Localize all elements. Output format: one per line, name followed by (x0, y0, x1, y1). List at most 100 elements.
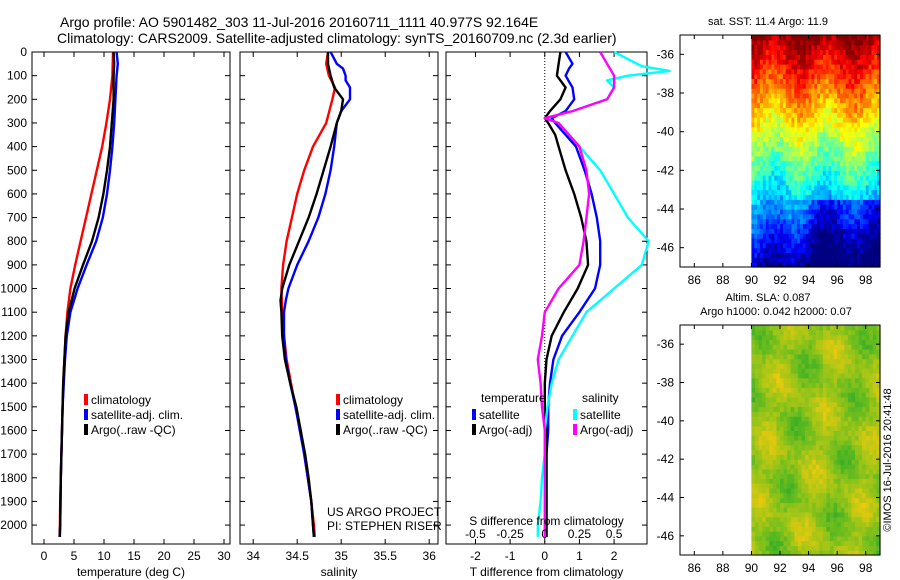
map-cell (862, 126, 867, 133)
map-cell (862, 550, 867, 556)
map-cell (794, 83, 798, 89)
map-cell (787, 363, 792, 369)
map-cell (777, 78, 781, 84)
map-cell (862, 492, 867, 499)
map-cell (854, 117, 858, 123)
map-cell (780, 35, 784, 41)
map-y-tick-label-42: -42 (657, 163, 675, 177)
map-cell (834, 97, 838, 104)
map-cell (857, 78, 861, 84)
map-cell (812, 416, 817, 422)
map-cell (876, 358, 881, 364)
map-cell (751, 420, 756, 427)
map-cell (874, 209, 878, 215)
map-cell (787, 334, 792, 340)
map-cell (822, 420, 828, 427)
map-cell (851, 64, 855, 70)
map-cell (858, 387, 863, 393)
map-cell (825, 175, 830, 181)
map-cell (805, 425, 810, 431)
map-cell (765, 440, 770, 446)
map-cell (777, 59, 781, 65)
map-cell (847, 358, 853, 364)
map-cell (872, 464, 878, 470)
map-cell (783, 392, 788, 398)
map-cell (831, 39, 835, 46)
map-cell (757, 223, 761, 229)
map-cell (834, 233, 838, 239)
map-cell (757, 213, 761, 220)
map-cell (757, 180, 761, 186)
map-cell (830, 516, 835, 523)
map-cell (828, 39, 833, 46)
map-cell (785, 68, 790, 75)
legend-swatch-satellite-adj-clim (336, 409, 340, 420)
map-cell (751, 252, 755, 258)
map-cell (837, 247, 841, 254)
map-cell (830, 368, 835, 374)
map-cell (865, 218, 870, 225)
map-cell (768, 209, 773, 215)
map-cell (865, 535, 870, 542)
map-cell (754, 228, 758, 234)
map-cell (771, 112, 775, 118)
map-cell (845, 88, 850, 94)
map-cell (837, 411, 842, 417)
map-cell (822, 257, 827, 263)
map-cell (794, 146, 798, 152)
map-cell (780, 68, 784, 75)
map-cell (751, 35, 755, 41)
map-cell (854, 233, 858, 239)
map-cell (797, 180, 801, 186)
map-cell (771, 247, 775, 254)
map-cell (760, 160, 764, 167)
map-cell (760, 39, 764, 46)
map-cell (834, 122, 838, 128)
map-cell (808, 151, 813, 157)
map-cell (762, 511, 767, 518)
map-cell (819, 511, 824, 518)
map-cell (811, 233, 815, 239)
map-cell (808, 516, 813, 523)
map-cell (797, 73, 801, 80)
map-cell (825, 213, 830, 220)
map-cell (758, 372, 763, 379)
map-cell (874, 233, 878, 239)
map-cell (837, 526, 842, 532)
map-cell (830, 425, 835, 431)
map-cell (848, 228, 853, 234)
x-tick-label-1: 1 (576, 549, 583, 563)
map-cell (802, 49, 807, 55)
map-cell (790, 406, 795, 412)
map-cell (787, 435, 792, 441)
map-cell (791, 213, 795, 220)
map-cell (862, 199, 867, 205)
map-cell (840, 531, 845, 537)
map-cell (791, 68, 795, 75)
map-cell (814, 102, 818, 109)
map-cell (865, 228, 870, 234)
map-cell (790, 416, 795, 422)
map-cell (857, 262, 861, 268)
map-cell (801, 349, 806, 355)
map-cell (769, 487, 774, 494)
map-cell (811, 165, 815, 171)
map-cell (830, 372, 835, 379)
map-cell (858, 545, 863, 551)
map-cell (774, 151, 778, 157)
map-cell (785, 194, 790, 200)
map-cell (865, 175, 870, 181)
map-cell (797, 464, 803, 470)
map-cell (794, 353, 799, 360)
map-cell (765, 401, 770, 408)
map-cell (855, 492, 860, 499)
map-cell (771, 131, 775, 138)
map-cell (797, 136, 801, 142)
map-cell (780, 459, 785, 465)
map-cell (817, 117, 821, 123)
map-cell (826, 411, 831, 417)
map-cell (805, 464, 810, 470)
map-cell (819, 540, 824, 546)
map-cell (790, 540, 795, 546)
map-cell (845, 247, 850, 254)
